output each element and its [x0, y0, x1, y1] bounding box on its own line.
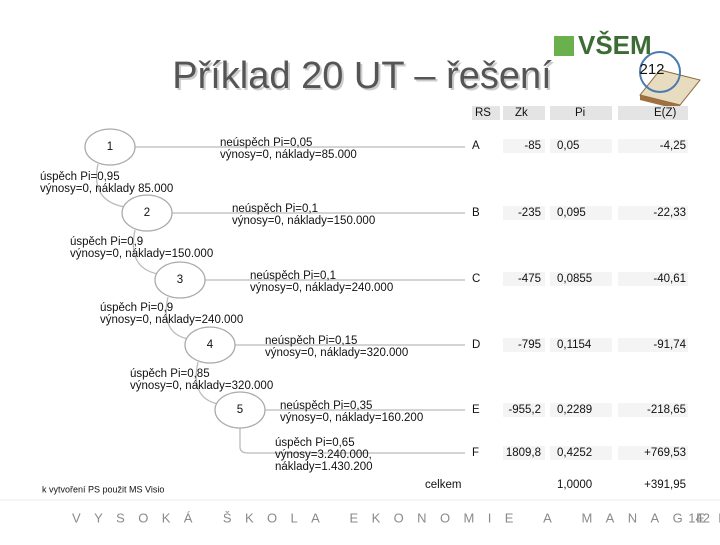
- node: [154, 261, 206, 299]
- cell-bg: [503, 446, 545, 460]
- failure-label: neúspěch Pi=0,1: [232, 203, 318, 215]
- failure-label: neúspěch Pi=0,05: [220, 137, 312, 149]
- failure-label: neúspěch Pi=0,15: [265, 335, 357, 347]
- total-cell: +391,95: [644, 479, 686, 491]
- table-cell: -955,2: [508, 404, 541, 416]
- table-cell: -22,33: [653, 207, 686, 219]
- success-branch: [195, 361, 219, 405]
- failure-label: výnosy=0, náklady=320.000: [265, 347, 408, 359]
- header-cell: [618, 106, 688, 120]
- failure-label: neúspěch Pi=0,35: [280, 400, 372, 412]
- success-branch: [239, 428, 465, 454]
- total-cell: 1,0000: [557, 479, 592, 491]
- success-label: náklady=1.430.200: [275, 461, 373, 473]
- header-text: Pi: [575, 107, 585, 119]
- cell-bg: [618, 139, 688, 153]
- table-cell: -235: [518, 207, 541, 219]
- cell-bg: [618, 403, 688, 417]
- success-label: úspěch Pi=0,85: [130, 368, 210, 380]
- badge: 212: [639, 61, 664, 78]
- table-cell: -85: [524, 140, 541, 152]
- table-cell: 0,4252: [557, 447, 592, 459]
- table-cell: -91,74: [653, 339, 686, 351]
- table-cell: -795: [518, 339, 541, 351]
- success-label: výnosy=0, náklady=320.000: [130, 380, 273, 392]
- success-label: úspěch Pi=0,9: [100, 302, 173, 314]
- header-text: Zk: [515, 107, 528, 119]
- success-label: úspěch Pi=0,9: [70, 236, 143, 248]
- node: [84, 128, 136, 166]
- failure-label: výnosy=0, náklady=85.000: [220, 149, 357, 161]
- node-label: 2: [144, 207, 150, 219]
- success-label: výnosy=0, náklady=150.000: [70, 248, 213, 260]
- failure-label: výnosy=0, náklady=150.000: [232, 215, 375, 227]
- cell-bg: [503, 139, 545, 153]
- table-cell: C: [472, 273, 480, 285]
- success-label: úspěch Pi=0,65: [275, 437, 355, 449]
- node-label: 3: [177, 274, 183, 286]
- table-cell: -4,25: [660, 140, 686, 152]
- node-label: 4: [207, 339, 214, 351]
- school: VYSOKÁ ŠKOLA EKONOMIE A MANAGEMENTU: [72, 510, 720, 525]
- logo: VŠEM: [578, 30, 652, 60]
- cell-bg: [550, 272, 612, 286]
- failure-label: neúspěch Pi=0,1: [250, 270, 336, 282]
- table-cell: 0,05: [557, 140, 579, 152]
- cell-bg: [618, 338, 688, 352]
- table-cell: -475: [518, 273, 541, 285]
- total-cell: celkem: [425, 479, 461, 491]
- success-label: výnosy=0, náklady=240.000: [100, 314, 243, 326]
- table-cell: 0,1154: [557, 339, 592, 351]
- success-branch: [95, 163, 126, 208]
- header-cell: [503, 106, 545, 120]
- success-branch: [132, 229, 159, 275]
- node-label: 1: [107, 141, 113, 153]
- table-cell: 0,095: [557, 207, 586, 219]
- header-cell: [472, 106, 500, 120]
- node: [121, 194, 173, 232]
- logo-mark: [554, 36, 574, 56]
- failure-label: výnosy=0, náklady=160.200: [280, 412, 423, 424]
- cell-bg: [550, 206, 612, 220]
- cell-bg: [550, 446, 612, 460]
- table-cell: -218,65: [647, 404, 686, 416]
- title: Příklad 20 UT – řešení: [172, 55, 552, 97]
- success-label: úspěch Pi=0,95: [40, 171, 120, 183]
- table-cell: B: [472, 207, 480, 219]
- table-cell: 1809,8: [506, 447, 541, 459]
- success-branch: [165, 296, 189, 340]
- cell-bg: [503, 338, 545, 352]
- header-cell: [550, 106, 612, 120]
- table-cell: A: [472, 140, 480, 152]
- table-cell: +769,53: [644, 447, 686, 459]
- table-cell: -40,61: [653, 273, 686, 285]
- page-number: 142: [688, 510, 710, 525]
- table-cell: D: [472, 339, 480, 351]
- table-cell: F: [472, 447, 479, 459]
- cell-bg: [550, 139, 612, 153]
- cell-bg: [503, 403, 545, 417]
- title-shadow: Příklad 20 UT – řešení: [174, 57, 554, 99]
- header-text: RS: [475, 107, 491, 119]
- table-cell: 0,0855: [557, 273, 592, 285]
- cell-bg: [618, 206, 688, 220]
- node-label: 5: [237, 404, 243, 416]
- table-cell: E: [472, 404, 480, 416]
- note: k vytvoření PS použit MS Visio: [42, 484, 164, 494]
- cell-bg: [503, 272, 545, 286]
- cell-bg: [503, 206, 545, 220]
- cell-bg: [550, 338, 612, 352]
- success-label: výnosy=0, náklady 85.000: [40, 183, 173, 195]
- failure-label: výnosy=0, náklady=240.000: [250, 282, 393, 294]
- node: [184, 326, 236, 364]
- cell-bg: [618, 446, 688, 460]
- node: [214, 391, 266, 429]
- success-label: výnosy=3.240.000,: [275, 449, 372, 461]
- table-cell: 0,2289: [557, 404, 592, 416]
- header-text: E(Z): [654, 107, 677, 119]
- cell-bg: [618, 272, 688, 286]
- cell-bg: [550, 403, 612, 417]
